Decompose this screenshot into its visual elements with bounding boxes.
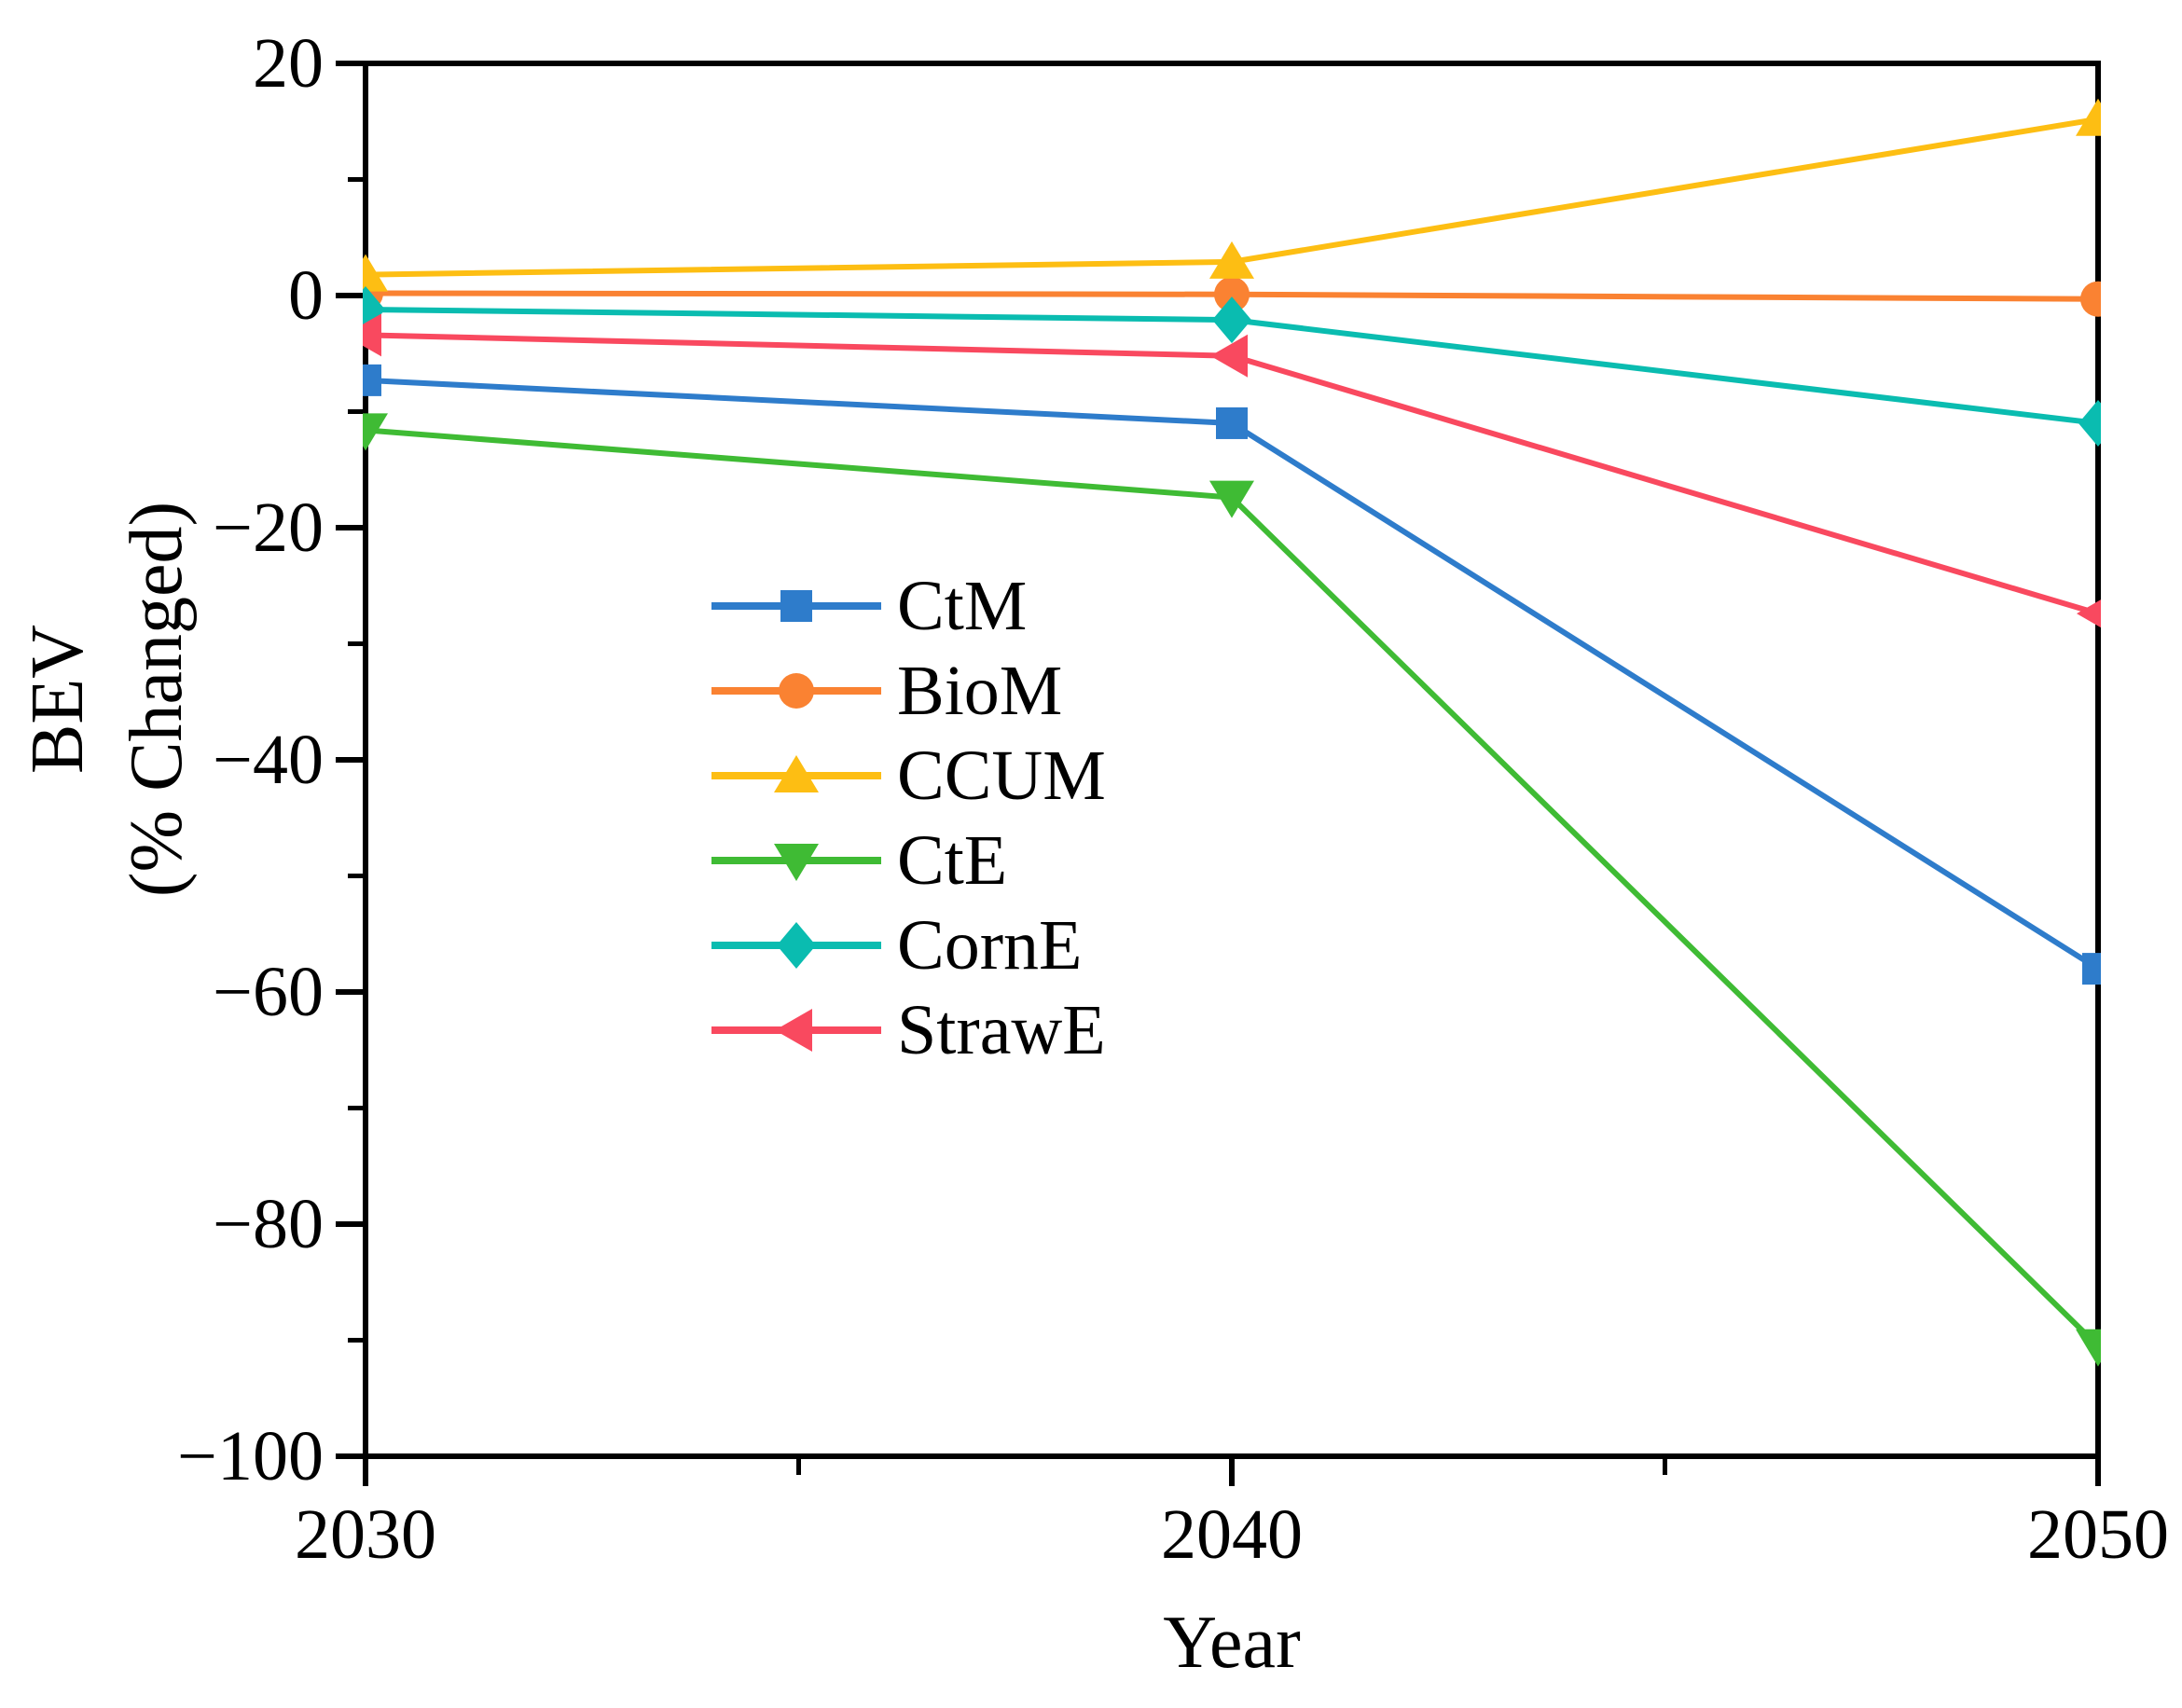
triangle-left-marker bbox=[775, 1009, 812, 1052]
legend-label: StrawE bbox=[897, 991, 1106, 1069]
legend-label: BioM bbox=[897, 652, 1062, 730]
triangle-left-marker bbox=[2077, 599, 2101, 628]
plot-frame bbox=[363, 61, 2101, 1459]
triangle-left-marker bbox=[1210, 334, 1248, 378]
series-CtE bbox=[363, 413, 2101, 1367]
circle-marker bbox=[779, 673, 814, 709]
legend-item-CCUM: CCUM bbox=[711, 737, 1106, 815]
legend-item-StrawE: StrawE bbox=[711, 991, 1106, 1069]
legend-label: CtE bbox=[897, 821, 1007, 900]
x-tick-label: 2040 bbox=[1161, 1495, 1303, 1574]
series-line bbox=[365, 377, 2100, 971]
legend-item-BioM: BioM bbox=[711, 652, 1062, 730]
legend-item-CornE: CornE bbox=[711, 906, 1082, 985]
series-line bbox=[365, 427, 2101, 1348]
triangle-up-marker bbox=[2076, 98, 2101, 136]
triangle-down-marker bbox=[1209, 480, 1254, 518]
triangle-left-marker bbox=[363, 313, 381, 357]
circle-marker bbox=[1214, 276, 1250, 312]
y-tick-label: −40 bbox=[213, 721, 324, 799]
diamond-marker bbox=[777, 922, 816, 969]
square-marker bbox=[780, 590, 812, 622]
diamond-marker bbox=[1212, 296, 1251, 344]
triangle-down-marker bbox=[774, 844, 819, 881]
square-marker bbox=[2082, 953, 2101, 985]
y-tick-label: 0 bbox=[288, 256, 324, 335]
series-CtM bbox=[363, 364, 2101, 985]
legend-label: CornE bbox=[897, 906, 1082, 985]
triangle-down-marker bbox=[363, 413, 388, 451]
y-tick-label: −60 bbox=[213, 953, 324, 1031]
y-tick-label: −20 bbox=[213, 489, 324, 567]
series-CCUM bbox=[363, 98, 2101, 292]
y-tick-label: −80 bbox=[213, 1185, 324, 1263]
y-axis-title-line2: (% Changed) bbox=[116, 502, 198, 897]
triangle-down-marker bbox=[2076, 1329, 2101, 1367]
y-tick-label: 20 bbox=[253, 24, 324, 103]
y-axis-title-line1: BEV bbox=[17, 625, 99, 774]
legend-item-CtE: CtE bbox=[711, 821, 1007, 900]
y-tick-label: −100 bbox=[177, 1417, 324, 1495]
legend-label: CCUM bbox=[897, 737, 1106, 815]
circle-marker bbox=[2080, 281, 2101, 317]
x-axis-title: Year bbox=[1163, 1602, 1300, 1684]
x-tick-label: 2050 bbox=[2027, 1495, 2169, 1574]
legend-item-CtM: CtM bbox=[711, 567, 1027, 645]
series-line bbox=[365, 332, 2099, 617]
triangle-up-marker bbox=[1209, 241, 1254, 279]
diamond-marker bbox=[2078, 399, 2101, 447]
series-StrawE bbox=[363, 313, 2101, 628]
square-marker bbox=[1216, 406, 1248, 439]
triangle-up-marker bbox=[363, 254, 388, 292]
square-marker bbox=[363, 364, 381, 396]
legend-label: CtM bbox=[897, 567, 1027, 645]
series-CornE bbox=[363, 285, 2101, 447]
triangle-up-marker bbox=[774, 755, 819, 792]
x-tick-label: 2030 bbox=[295, 1495, 436, 1574]
